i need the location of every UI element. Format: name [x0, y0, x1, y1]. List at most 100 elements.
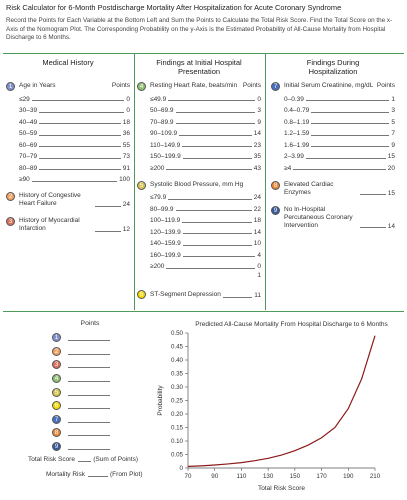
- title: Risk Calculator for 6-Month Postdischarg…: [6, 3, 342, 12]
- blank-line: [68, 421, 110, 423]
- points: 5: [391, 118, 395, 126]
- worksheet-row: 7: [52, 413, 122, 427]
- range: 1.6–1.99: [284, 141, 310, 149]
- range-row: 150–199.9 35: [137, 149, 261, 160]
- leader-line: [182, 221, 252, 223]
- leader-line: [95, 230, 121, 232]
- variable-header: 5 Systolic Blood Pressure, mm Hg: [137, 180, 261, 190]
- points: 3: [391, 107, 395, 114]
- points: 4: [257, 251, 261, 259]
- blank-line: [68, 408, 110, 410]
- range-row: 40–49 18: [6, 114, 130, 126]
- leader-line: [360, 227, 386, 228]
- points: 14: [387, 222, 395, 230]
- total-row: Total Risk Score (Sum of Points): [28, 456, 138, 463]
- leader-line: [175, 123, 256, 124]
- column: Findings at Initial Hospital Presentatio…: [137, 58, 261, 299]
- points: 0: [126, 95, 130, 103]
- x-tick-label: 150: [290, 473, 301, 480]
- range-row: 0–0.39 1: [271, 91, 395, 103]
- number-badge: 5: [52, 387, 61, 397]
- range: ≤29: [19, 95, 30, 103]
- points: 10: [253, 240, 261, 247]
- item-list: 1 Age in Years Points ≤29 0 30–39 0 40–49 18 50–5…: [6, 82, 130, 233]
- variable-label: Elevated Cardiac Enzymes: [284, 180, 334, 196]
- range: ≥4: [284, 164, 292, 172]
- range-row: 100–119.9 18: [137, 213, 261, 224]
- range-row: 50–59 36: [6, 126, 130, 137]
- points: 20: [387, 164, 395, 172]
- points: 24: [253, 194, 261, 201]
- variable-row: 2 History of Congestive Heart Failure 24: [6, 192, 130, 208]
- points-heading: Points: [242, 82, 261, 89]
- worksheet-row: 1: [52, 331, 122, 345]
- leader-line: [175, 210, 252, 211]
- range: 0.4–0.79: [284, 107, 310, 114]
- leader-line: [168, 100, 256, 101]
- variable: 4 Resting Heart Rate, beats/min Points ≤49.…: [137, 82, 261, 172]
- y-tick-label: 0.45: [171, 344, 184, 351]
- range: ≥90: [19, 176, 30, 183]
- variable: 3 History of Myocardial Infarction 12: [6, 217, 130, 233]
- range-row: 70–89.9 9: [137, 114, 261, 126]
- range-row: ≥200 0: [137, 259, 261, 270]
- risk-row: Mortality Risk (From Plot): [46, 471, 156, 478]
- chart-title: Predicted All-Cause Mortality From Hospi…: [195, 321, 388, 328]
- leader-line: [305, 157, 386, 159]
- number-badge: 7: [52, 414, 61, 424]
- trailing-mark: 1: [257, 272, 261, 279]
- y-tick-label: 0.30: [171, 384, 184, 391]
- range: 90–109.9: [150, 130, 178, 137]
- leader-line: [39, 111, 125, 113]
- number-badge: 9: [52, 442, 61, 452]
- blank-line: [68, 394, 110, 396]
- range-row: 1.2–1.59 7: [271, 126, 395, 137]
- column: Findings During Hospitalization 7 Initial …: [271, 58, 395, 230]
- worksheet-row: 9: [52, 440, 122, 454]
- y-tick-label: 0.40: [171, 357, 184, 364]
- risk-label: Mortality Risk: [46, 471, 86, 479]
- range-row: 120–139.9 14: [137, 224, 261, 236]
- number-badge: 2: [52, 346, 61, 356]
- divider: [265, 54, 266, 310]
- range: 0.8–1.19: [284, 118, 310, 126]
- blank-line: [77, 456, 92, 463]
- y-axis-label: Probability: [157, 385, 164, 416]
- y-tick-label: 0.20: [171, 411, 184, 418]
- leader-line: [305, 100, 390, 101]
- total-note: (Sum of Points): [93, 456, 138, 464]
- variable-header: 7 Initial Serum Creatinine, mg/dL Points: [271, 82, 395, 91]
- y-tick-label: 0.05: [171, 452, 184, 459]
- variable-header: 4 Resting Heart Rate, beats/min Points: [137, 82, 261, 91]
- variable: 7 Initial Serum Creatinine, mg/dL Points 0–…: [271, 82, 395, 172]
- range-row: 160–199.9 4: [137, 247, 261, 259]
- number-badge: 1: [52, 333, 61, 343]
- points: 18: [122, 118, 130, 126]
- range: ≥200: [150, 164, 165, 172]
- variable-label: No In-Hospital Percutaneous Coronary Int…: [284, 205, 353, 229]
- total-label: Total Risk Score: [28, 456, 75, 464]
- range: 50–59: [19, 130, 38, 137]
- leader-line: [311, 111, 390, 113]
- variable-row: 6 ST-Segment Depression 11: [137, 290, 261, 299]
- blank-line: [68, 353, 110, 355]
- variable-row: 9 No In-Hospital Percutaneous Coronary In…: [271, 205, 395, 230]
- leader-line: [31, 180, 118, 182]
- blank-line: [68, 449, 110, 451]
- leader-line: [293, 169, 386, 170]
- points: 0: [126, 107, 130, 114]
- variable: 9 No In-Hospital Percutaneous Coronary In…: [271, 205, 395, 230]
- points: 35: [253, 153, 261, 160]
- leader-line: [39, 157, 121, 159]
- divider: [3, 311, 404, 312]
- points: 91: [122, 164, 130, 172]
- points: 7: [391, 130, 395, 137]
- item-list: 7 Initial Serum Creatinine, mg/dL Points 0–…: [271, 82, 395, 230]
- range-row: 30–39 0: [6, 103, 130, 114]
- leader-line: [311, 134, 390, 136]
- variable-label: History of Congestive Heart Failure: [19, 192, 81, 207]
- range-row: 80–99.9 22: [137, 201, 261, 213]
- column: Medical History 1 Age in Years Points ≤29 0 30…: [6, 58, 130, 233]
- number-badge: 4: [137, 82, 146, 91]
